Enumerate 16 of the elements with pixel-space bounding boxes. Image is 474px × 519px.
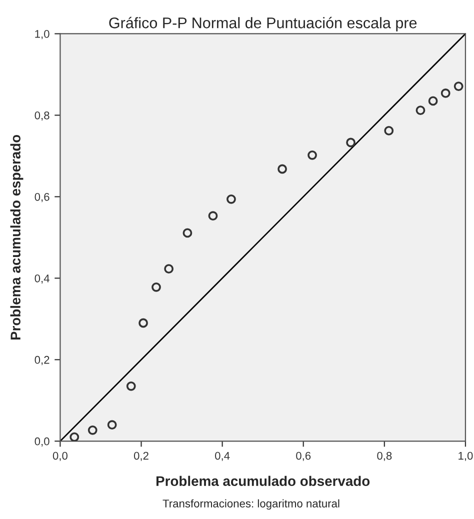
chart-title: Gráfico P-P Normal de Puntuación escala pre [109, 16, 417, 32]
text: Transformaciones: logaritmo natural [162, 499, 340, 510]
x-tick-label: 0,6 [296, 452, 311, 462]
x-tick-label: 0,2 [134, 452, 148, 462]
y-tick-label: 1,0 [35, 30, 50, 40]
y-tick-label: 0,2 [34, 356, 50, 366]
x-tick-label: 1,0 [458, 452, 473, 462]
x-tick-label: 0,8 [377, 452, 392, 462]
x-tick-label: 0,0 [52, 452, 68, 462]
x-axis-title: Problema acumulado observado [156, 476, 370, 486]
y-tick-label: 0,4 [34, 274, 50, 284]
x-tick-label: 0,4 [215, 452, 230, 462]
y-tick-label: 0,0 [34, 437, 50, 447]
y-tick-label: 0,8 [34, 111, 50, 121]
y-tick-label: 0,6 [34, 192, 50, 202]
y-axis-title: Problema acumulado esperado [10, 134, 24, 340]
